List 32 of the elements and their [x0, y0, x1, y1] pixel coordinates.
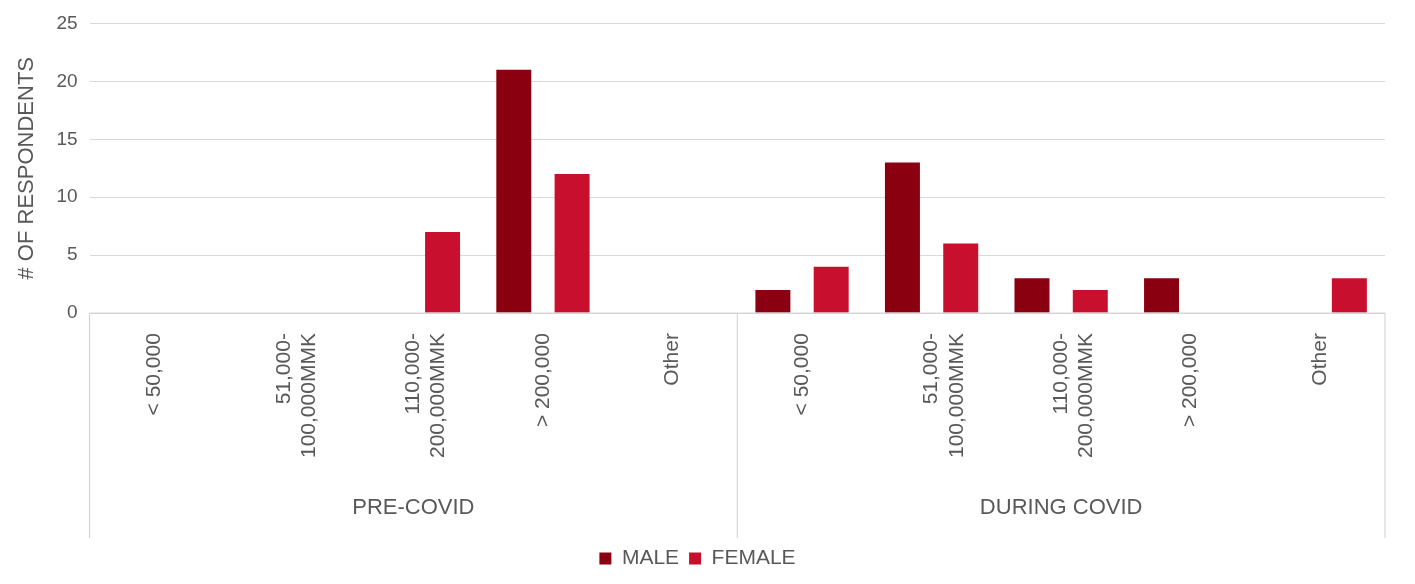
- text: PRE-COVID: [352, 494, 475, 520]
- bar: [884, 162, 920, 313]
- bar: [496, 69, 532, 313]
- bar: [425, 231, 461, 313]
- bar: [1072, 289, 1108, 313]
- x-tick-label: 110,000-200,000MMK: [400, 333, 449, 458]
- x-tick-label: Other: [659, 333, 683, 386]
- bar: [813, 266, 849, 313]
- y-tick-label: 0: [66, 301, 78, 323]
- text: DURING COVID: [979, 494, 1143, 520]
- legend-label: MALE: [621, 545, 680, 569]
- x-tick-label: < 50,000: [141, 333, 165, 416]
- y-tick-label: 10: [56, 185, 78, 207]
- x-tick-label: > 200,000: [1177, 333, 1201, 428]
- bar: [554, 174, 590, 313]
- y-axis-title: # OF RESPONDENTS: [13, 57, 39, 280]
- x-tick-label: Other: [1307, 333, 1331, 386]
- x-tick-label: 51,000-100,000MMK: [918, 333, 967, 458]
- bar: [943, 243, 979, 313]
- x-tick-label: 110,000-200,000MMK: [1047, 333, 1097, 458]
- bar: [1331, 278, 1367, 313]
- y-tick-label: 15: [56, 127, 78, 149]
- bar: [1014, 278, 1050, 313]
- y-tick-label: 25: [56, 11, 78, 33]
- x-tick-label: > 200,000: [529, 333, 553, 428]
- legend-label: FEMALE: [711, 545, 796, 569]
- x-tick-label: < 50,000: [788, 333, 812, 416]
- y-tick-label: 20: [56, 69, 78, 91]
- x-tick-label: 51,000-100,000MMK: [270, 333, 319, 458]
- bar: [755, 289, 791, 313]
- bar: [1144, 278, 1180, 313]
- y-tick-label: 5: [66, 243, 78, 265]
